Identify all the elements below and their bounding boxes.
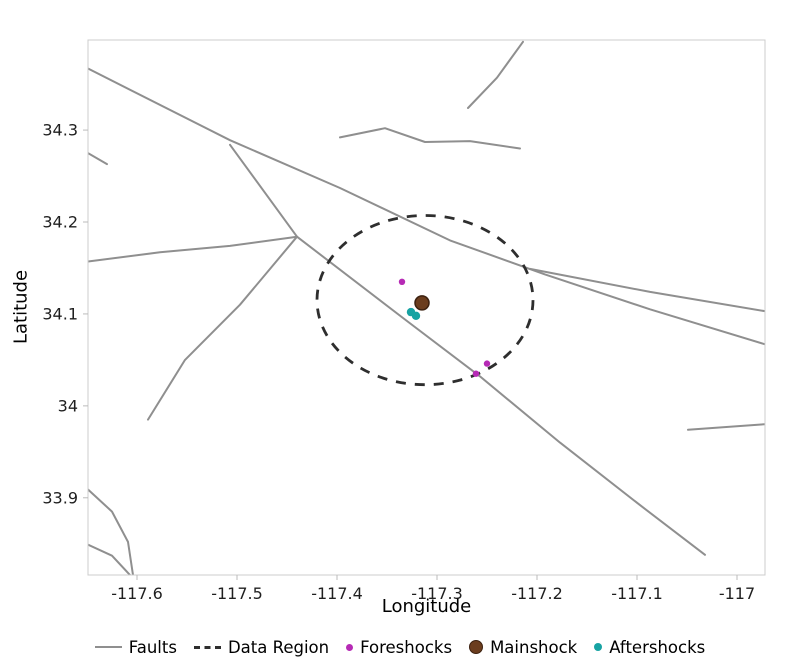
y-tick-label: 34	[58, 396, 78, 415]
x-tick-label: -117.3	[411, 584, 463, 603]
fault-line	[88, 152, 108, 166]
legend-label-aftershocks: Aftershocks	[609, 637, 706, 657]
y-axis-label: Latitude	[10, 269, 32, 345]
fault-line	[687, 423, 765, 431]
x-tick-label: -117.4	[311, 584, 363, 603]
foreshock-point	[483, 360, 491, 367]
legend-label-mainshock: Mainshock	[490, 637, 578, 657]
y-tick-label: 34.2	[42, 213, 78, 232]
x-tick-label: -117.1	[611, 584, 663, 603]
fault-line	[529, 267, 765, 313]
legend-item-foreshocks: Foreshocks	[346, 638, 452, 657]
legend-label-foreshocks: Foreshocks	[360, 637, 453, 657]
legend-marker-data-region	[193, 645, 221, 649]
data-region-ellipse	[315, 214, 535, 387]
y-tick-label: 34.3	[42, 121, 78, 140]
plot-area	[88, 40, 765, 575]
fault-line	[88, 67, 765, 346]
x-tick-label: -117.5	[211, 584, 263, 603]
fault-line	[147, 235, 298, 421]
legend-item-faults: Faults	[94, 637, 177, 657]
legend-item-aftershocks: Aftershocks	[594, 638, 705, 657]
legend-marker-aftershocks	[594, 643, 603, 651]
y-tick-label: 33.9	[42, 488, 78, 507]
x-axis-label: Longitude	[381, 596, 472, 617]
legend: Faults Data Region Foreshocks Mainshock Afte…	[0, 633, 800, 661]
fault-line	[339, 127, 521, 150]
fault-line	[229, 143, 706, 556]
y-tick-label: 34.1	[42, 304, 78, 323]
fault-line	[467, 40, 524, 109]
aftershock-point	[406, 307, 416, 317]
fault-line	[88, 235, 298, 263]
mainshock-point	[414, 295, 430, 311]
legend-item-data-region: Data Region	[193, 637, 330, 657]
plot-frame	[87, 39, 766, 576]
legend-marker-mainshock	[469, 640, 484, 654]
x-tick-label: -117	[719, 584, 755, 603]
legend-label-faults: Faults	[128, 637, 177, 657]
foreshock-point	[472, 370, 480, 377]
fault-line	[88, 488, 134, 575]
legend-label-data-region: Data Region	[227, 637, 330, 657]
fault-line	[88, 543, 131, 575]
legend-marker-foreshocks	[346, 643, 354, 651]
legend-item-mainshock: Mainshock	[469, 638, 577, 657]
foreshock-point	[398, 278, 406, 285]
legend-marker-faults	[94, 646, 122, 648]
x-tick-label: -117.6	[111, 584, 163, 603]
x-tick-label: -117.2	[511, 584, 563, 603]
